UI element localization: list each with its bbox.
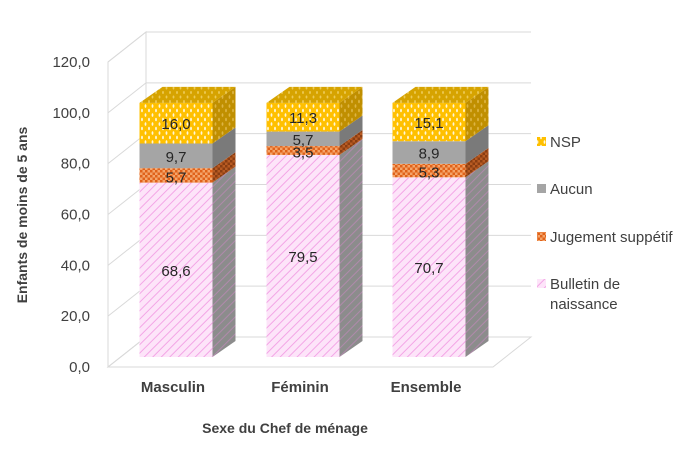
bar-segment-side	[212, 152, 236, 183]
gridline	[107, 31, 531, 63]
bar-top	[139, 86, 236, 103]
bar-segment	[266, 146, 340, 155]
bar-segment-side	[212, 127, 236, 169]
category-label: Féminin	[271, 379, 329, 396]
bar-segment	[266, 131, 340, 147]
bar-segment	[266, 154, 340, 357]
bar-segment-side	[465, 125, 489, 164]
legend-swatch	[537, 184, 546, 193]
bar-segment-side	[212, 166, 236, 357]
bar-segment	[392, 141, 466, 164]
bar-segment	[139, 102, 213, 144]
bar-segment	[392, 177, 466, 357]
y-tick-label: 40,0	[61, 257, 90, 274]
legend-swatch	[537, 232, 546, 241]
bar-segment	[266, 102, 340, 132]
bar-top	[266, 86, 363, 103]
legend-label: naissance	[550, 296, 618, 313]
y-tick-label: 60,0	[61, 207, 90, 224]
data-label: 9,7	[166, 149, 187, 166]
bar-segment	[392, 102, 466, 142]
y-tick-label: 20,0	[61, 308, 90, 325]
bar-segment-side	[465, 147, 489, 178]
data-label: 8,9	[419, 146, 440, 163]
legend-swatch	[537, 279, 546, 288]
data-label: 15,1	[414, 115, 443, 132]
bar-segment-side	[339, 138, 363, 357]
category-label: Ensemble	[391, 379, 462, 396]
y-axis: 0,0 20,0 40,0 60,0 80,0 100,0 120,0	[52, 54, 90, 376]
bar-stack: 68,6 5,7 9,7 16,0	[139, 86, 236, 357]
data-label: 70,7	[414, 260, 443, 277]
bar-segment-side	[465, 86, 489, 142]
legend-label: Jugement suppétif	[550, 229, 673, 246]
data-label: 3,5	[293, 144, 314, 161]
bars: 68,65,79,716,079,53,55,711,370,75,38,915…	[139, 86, 489, 357]
bar-top	[392, 86, 489, 103]
bar-segment	[139, 168, 213, 183]
bar-segment-side	[339, 115, 363, 147]
y-tick-label: 80,0	[61, 156, 90, 173]
data-label: 5,7	[293, 132, 314, 149]
y-tick-label: 100,0	[52, 105, 90, 122]
gridline	[107, 82, 531, 114]
y-axis-title: Enfants de moins de 5 ans	[14, 126, 30, 303]
bar-stack: 79,5 3,55,7 11,3	[266, 86, 363, 357]
data-label: 16,0	[161, 116, 190, 133]
legend-label: NSP	[550, 134, 581, 151]
legend-swatch	[537, 137, 546, 146]
legend-label: Aucun	[550, 181, 593, 198]
bar-segment-side	[465, 161, 489, 357]
y-tick-label: 0,0	[69, 359, 90, 376]
legend: NSP Aucun Jugement suppétif Bulletin de nais…	[537, 134, 673, 313]
bar-segment-side	[339, 86, 363, 132]
category-label: Masculin	[141, 379, 205, 396]
bar-segment	[139, 182, 213, 357]
bar-segment	[392, 163, 466, 178]
data-label: 5,3	[419, 165, 440, 182]
data-label: 68,6	[161, 263, 190, 280]
bar-stack: 70,7 5,3 8,9 15,1	[392, 86, 489, 357]
legend-label: Bulletin de	[550, 276, 620, 293]
data-label: 11,3	[289, 110, 317, 127]
bar-segment-side	[339, 130, 363, 155]
y-tick-label: 120,0	[52, 54, 90, 71]
data-label: 5,7	[166, 169, 187, 186]
x-axis-title: Sexe du Chef de ménage	[202, 420, 368, 436]
bar-segment-side	[212, 86, 236, 144]
bar-segment	[139, 143, 213, 169]
x-axis: Masculin Féminin Ensemble	[141, 379, 462, 396]
data-label: 79,5	[288, 249, 317, 266]
